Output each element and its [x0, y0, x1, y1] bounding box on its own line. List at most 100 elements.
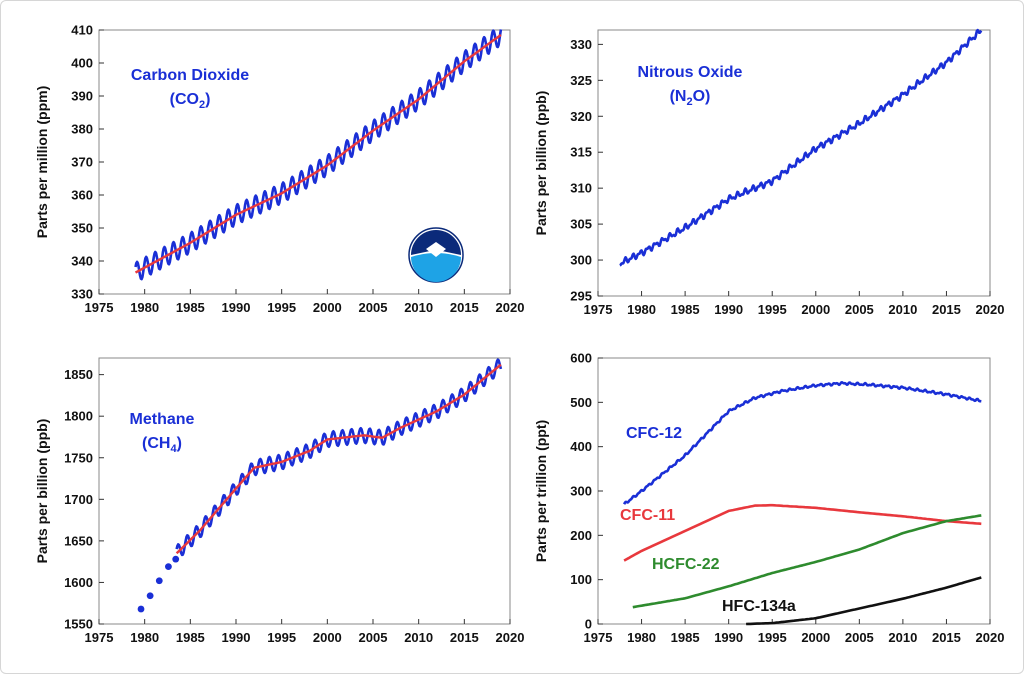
x-tick-label: 2015 — [932, 630, 961, 645]
x-tick-label: 2005 — [359, 300, 388, 315]
y-tick-label: 295 — [570, 289, 592, 304]
y-tick-label: 390 — [71, 89, 93, 104]
data-point — [146, 592, 154, 600]
chart-panel-4: 0 100 200 300 400 500 600 1975 1980 1985 1990 1995 2… — [533, 351, 1004, 646]
data-point — [165, 563, 172, 571]
x-tick-label: 2020 — [496, 630, 525, 645]
chart-annotation: CFC-12 — [626, 425, 682, 442]
x-tick-label: 2015 — [932, 302, 961, 317]
x-tick-label: 1985 — [176, 300, 205, 315]
x-tick-label: 2010 — [404, 630, 433, 645]
plot-area — [98, 357, 511, 625]
x-tick-label: 2000 — [801, 302, 830, 317]
x-tick-label: 1980 — [130, 630, 159, 645]
noaa-logo — [408, 227, 464, 283]
cfc-12-line — [622, 381, 982, 505]
chart-annotation: Methane — [130, 411, 195, 428]
y-tick-label: 380 — [71, 122, 93, 137]
x-tick-label: 1975 — [85, 300, 114, 315]
data-point — [172, 555, 180, 563]
data-point — [155, 577, 163, 585]
y-tick-label: 0 — [585, 617, 592, 632]
y-tick-label: 350 — [71, 221, 93, 236]
y-tick-label: 360 — [71, 188, 93, 203]
y-tick-label: 310 — [570, 181, 592, 196]
chart-annotation: (N2O) — [670, 88, 711, 108]
y-tick-label: 315 — [570, 145, 592, 160]
x-tick-label: 2015 — [450, 630, 479, 645]
x-tick-label: 1990 — [714, 630, 743, 645]
plot-area — [597, 357, 991, 625]
x-tick-label: 1995 — [267, 630, 296, 645]
x-tick-label: 2005 — [845, 630, 874, 645]
y-tick-label: 330 — [71, 287, 93, 302]
chart-panel-3: 1550 1600 1650 1700 1750 1800 1850 1975 1980 1985… — [34, 357, 525, 645]
chart-annotation: Nitrous Oxide — [638, 64, 743, 81]
series-2-line — [134, 33, 502, 274]
x-tick-label: 1990 — [222, 630, 251, 645]
x-tick-label: 1995 — [758, 302, 787, 317]
x-tick-label: 1995 — [758, 630, 787, 645]
y-tick-label: 305 — [570, 217, 592, 232]
cfc-11-line — [623, 503, 982, 562]
x-tick-label: 1990 — [714, 302, 743, 317]
y-axis-label: Parts per billion (ppb) — [533, 91, 549, 236]
x-tick-label: 2015 — [450, 300, 479, 315]
hcfc-22-line — [632, 514, 982, 609]
y-axis-label: Parts per billion (ppb) — [34, 419, 50, 564]
y-tick-label: 1700 — [64, 492, 93, 507]
chart-panel-1: 330 340 350 360 370 380 390 400 410 1975 1980 1985 1… — [34, 23, 524, 316]
y-tick-label: 1850 — [64, 367, 93, 382]
y-tick-label: 1800 — [64, 409, 93, 424]
x-tick-label: 2010 — [404, 300, 433, 315]
x-tick-label: 1985 — [176, 630, 205, 645]
x-tick-label: 1975 — [85, 630, 114, 645]
chart-annotation: HFC-134a — [722, 598, 796, 615]
y-tick-label: 500 — [570, 395, 592, 410]
x-tick-label: 1975 — [584, 302, 613, 317]
x-tick-label: 1985 — [671, 630, 700, 645]
y-tick-label: 325 — [570, 73, 592, 88]
x-tick-label: 2010 — [888, 302, 917, 317]
x-tick-label: 2000 — [801, 630, 830, 645]
chart-annotation: CFC-11 — [620, 507, 675, 524]
hfc-134a-line — [746, 576, 982, 626]
y-tick-label: 370 — [71, 155, 93, 170]
chart-annotation: HCFC-22 — [652, 556, 720, 573]
x-tick-label: 2000 — [313, 300, 342, 315]
y-tick-label: 300 — [570, 253, 592, 268]
chart-panel-2: 295 300 305 310 315 320 325 330 1975 1980 1985 1990… — [533, 28, 1005, 317]
y-tick-label: 400 — [570, 439, 592, 454]
x-tick-label: 2020 — [496, 300, 525, 315]
y-tick-label: 200 — [570, 528, 592, 543]
series-1-line — [134, 29, 503, 281]
data-point — [137, 605, 145, 613]
y-tick-label: 330 — [570, 37, 592, 52]
y-tick-label: 340 — [71, 254, 93, 269]
series-1-line — [619, 28, 983, 267]
y-tick-label: 300 — [570, 484, 592, 499]
chart-annotation: Carbon Dioxide — [131, 67, 249, 84]
y-tick-label: 100 — [570, 572, 592, 587]
x-tick-label: 2010 — [888, 630, 917, 645]
chart-annotation: (CH4) — [142, 435, 182, 455]
x-tick-label: 1975 — [584, 630, 613, 645]
x-tick-label: 1985 — [671, 302, 700, 317]
x-tick-label: 2005 — [845, 302, 874, 317]
series-2-line — [175, 363, 502, 555]
y-tick-label: 410 — [71, 23, 93, 38]
y-axis-label: Parts per trillion (ppt) — [533, 420, 549, 562]
y-tick-label: 1550 — [64, 617, 93, 632]
x-tick-label: 2005 — [359, 630, 388, 645]
x-tick-label: 2020 — [976, 630, 1005, 645]
y-tick-label: 1600 — [64, 575, 93, 590]
x-tick-label: 1980 — [130, 300, 159, 315]
y-axis-label: Parts per million (ppm) — [34, 86, 50, 238]
x-tick-label: 2020 — [976, 302, 1005, 317]
x-tick-label: 1980 — [627, 302, 656, 317]
x-tick-label: 1990 — [222, 300, 251, 315]
chart-annotation: (CO2) — [170, 91, 211, 111]
x-tick-label: 1980 — [627, 630, 656, 645]
y-tick-label: 400 — [71, 56, 93, 71]
